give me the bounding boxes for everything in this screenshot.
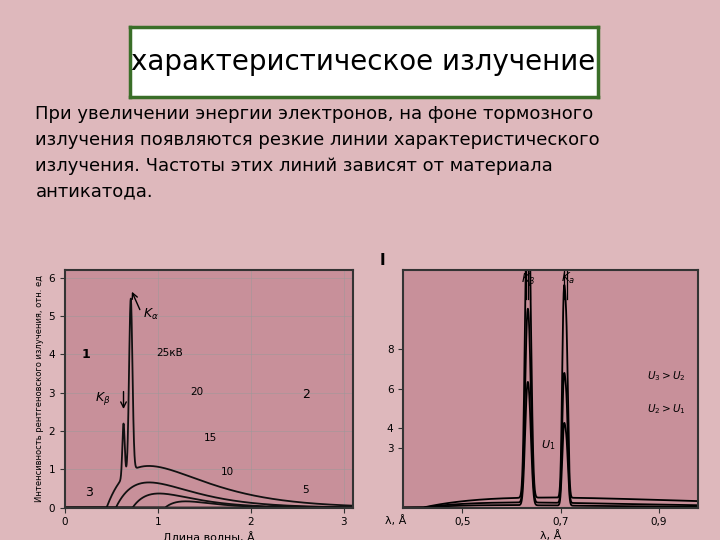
Text: 25кВ: 25кВ [156, 348, 183, 358]
Text: $K_\beta$: $K_\beta$ [94, 390, 110, 407]
Text: $U_3 > U_2$: $U_3 > U_2$ [647, 369, 685, 383]
Text: $K_\beta$: $K_\beta$ [521, 271, 536, 288]
Text: λ, Å: λ, Å [385, 515, 407, 526]
X-axis label: Длина волны, Å: Длина волны, Å [163, 531, 255, 540]
Text: $K_a$: $K_a$ [561, 271, 575, 286]
X-axis label: λ, Å: λ, Å [540, 530, 562, 540]
Y-axis label: Интенсивность рентгеновского излучения, отн. ед: Интенсивность рентгеновского излучения, … [35, 275, 45, 502]
Text: 3: 3 [85, 486, 93, 499]
Text: 20: 20 [190, 387, 203, 396]
Text: При увеличении энергии электронов, на фоне тормозного
излучения появляются резки: При увеличении энергии электронов, на фо… [35, 105, 600, 200]
Text: 5: 5 [302, 485, 308, 495]
Text: $K_\alpha$: $K_\alpha$ [143, 307, 158, 322]
Text: $U_1$: $U_1$ [541, 438, 555, 452]
Text: 2: 2 [302, 388, 310, 401]
Text: $U_2 > U_1$: $U_2 > U_1$ [647, 402, 685, 416]
Text: 15: 15 [204, 433, 217, 443]
Text: характеристическое излучение: характеристическое излучение [132, 48, 595, 76]
Text: 1: 1 [81, 348, 90, 361]
Text: 10: 10 [221, 467, 234, 477]
Text: I: I [379, 253, 385, 268]
